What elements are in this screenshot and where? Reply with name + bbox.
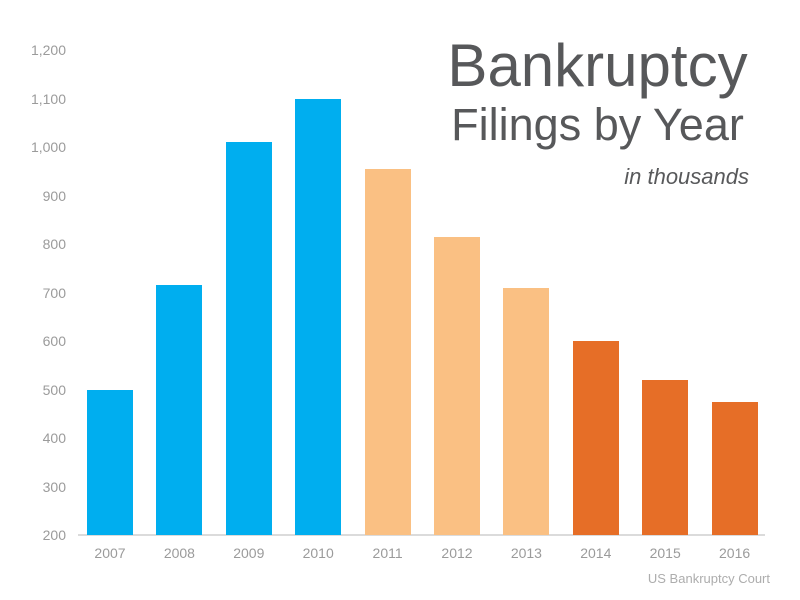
x-axis-tick-label: 2016 bbox=[719, 545, 751, 561]
bar-2009 bbox=[225, 142, 272, 535]
x-axis-tick-label: 2014 bbox=[580, 545, 612, 561]
y-axis-tick-label: 500 bbox=[42, 381, 66, 398]
bar-2013 bbox=[503, 287, 550, 535]
y-axis-tick-label: 1,200 bbox=[30, 42, 66, 58]
y-axis-tick-label: 1,100 bbox=[30, 90, 66, 107]
x-axis-tick-label: 2009 bbox=[233, 545, 265, 561]
bar-2012 bbox=[434, 236, 480, 535]
bar-2010 bbox=[295, 98, 342, 535]
y-axis-tick-label: 700 bbox=[42, 284, 66, 301]
x-axis-tick-label: 2008 bbox=[163, 545, 195, 561]
x-axis-tick-label: 2011 bbox=[372, 545, 403, 561]
bar-2007 bbox=[87, 389, 133, 535]
chart-title-sub: Filings by Year bbox=[451, 99, 744, 150]
chart-title-main: Bankruptcy bbox=[447, 32, 748, 99]
bar-2008 bbox=[156, 285, 203, 535]
y-axis-tick-label: 400 bbox=[42, 430, 66, 446]
x-axis-tick-label: 2007 bbox=[94, 545, 126, 561]
x-axis-line bbox=[78, 534, 765, 536]
bar-2014 bbox=[572, 341, 619, 535]
bar-2016 bbox=[711, 401, 758, 535]
source-attribution: US Bankruptcy Court bbox=[647, 571, 770, 586]
x-axis-tick-label: 2012 bbox=[441, 545, 473, 561]
y-axis-tick-label: 200 bbox=[42, 527, 66, 543]
x-axis-tick-label: 2015 bbox=[649, 545, 681, 561]
y-axis-tick-label: 900 bbox=[42, 187, 66, 204]
x-axis-tick-label: 2010 bbox=[302, 545, 334, 561]
y-axis-tick-label: 1,000 bbox=[30, 139, 66, 155]
bar-2015 bbox=[642, 379, 689, 535]
x-axis-tick-label: 2013 bbox=[510, 545, 542, 561]
y-axis-tick-label: 300 bbox=[42, 478, 66, 495]
chart-title-block: Bankruptcy Filings by Year in thousands bbox=[440, 36, 755, 190]
bar-2011 bbox=[364, 168, 411, 535]
y-axis-tick-label: 800 bbox=[42, 236, 66, 252]
chart-units-note: in thousands bbox=[624, 163, 749, 189]
y-axis-tick-label: 600 bbox=[42, 333, 66, 349]
